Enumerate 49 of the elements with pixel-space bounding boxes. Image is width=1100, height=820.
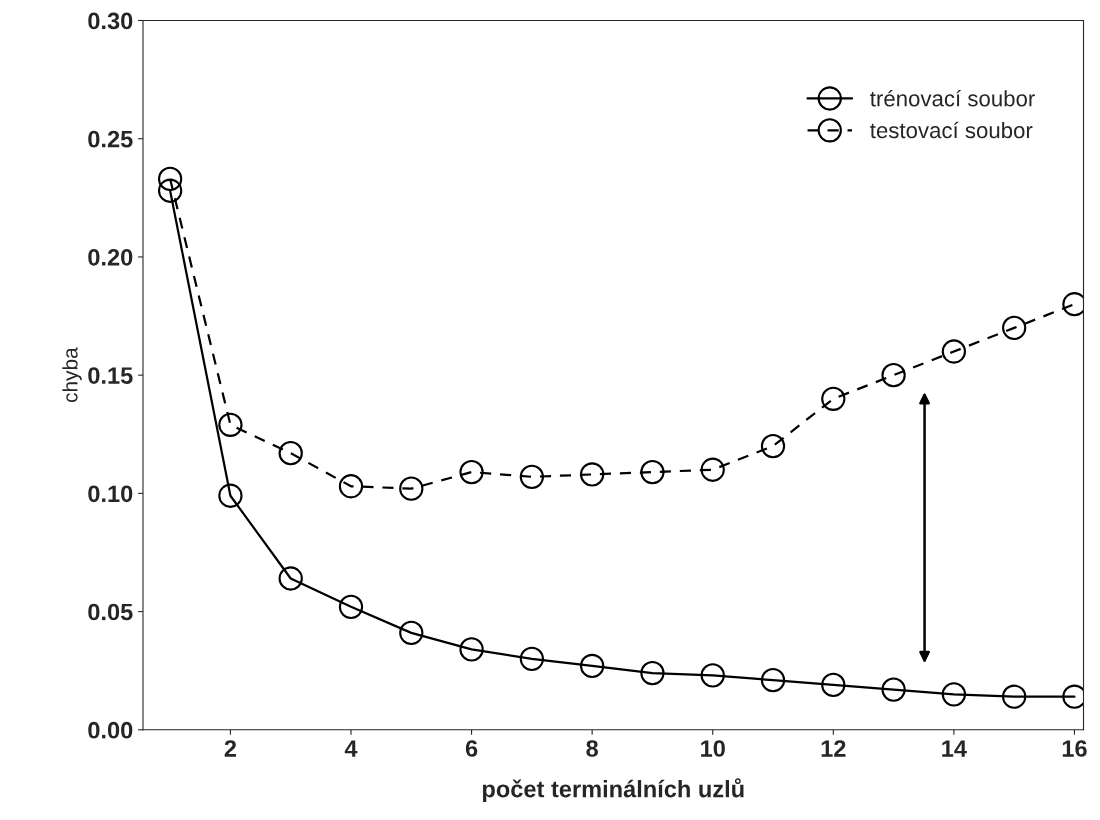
- point: [640, 660, 665, 686]
- y-tick-label: 0.10: [88, 485, 133, 503]
- point: [941, 682, 967, 707]
- y-tick-label: 0.20: [88, 249, 133, 266]
- point: [218, 483, 243, 508]
- x-axis-title: počet terminálních uzlů: [482, 778, 744, 803]
- point: [338, 594, 364, 620]
- x-tick-label: 4: [344, 740, 358, 757]
- y-tick-label: 0.05: [88, 603, 133, 621]
- point: [278, 441, 303, 466]
- point: [881, 363, 906, 388]
- point: [1002, 315, 1027, 341]
- point: [338, 474, 364, 499]
- point: [519, 646, 545, 672]
- point: [399, 620, 424, 646]
- x-tick-label: 14: [942, 740, 967, 757]
- point: [519, 464, 545, 489]
- point: [459, 637, 484, 662]
- point: [941, 339, 967, 364]
- x-tick-label: 16: [1062, 740, 1087, 757]
- y-tick-label: 0.15: [88, 367, 133, 384]
- point: [218, 412, 243, 437]
- point: [459, 459, 484, 485]
- y-tick-label: 0.30: [88, 12, 133, 30]
- point: [881, 677, 906, 702]
- point: [821, 386, 846, 411]
- y-tick-label: 0.25: [88, 130, 133, 148]
- point: [278, 566, 303, 591]
- point: [821, 672, 846, 698]
- point: [1002, 684, 1027, 709]
- x-tick-label: 8: [586, 740, 598, 757]
- point: [399, 476, 424, 501]
- x-tick-label: 2: [224, 740, 237, 757]
- x-tick-label: 10: [701, 740, 725, 757]
- point: [157, 178, 183, 203]
- x-tick-label: 6: [465, 740, 478, 757]
- point: [640, 459, 665, 485]
- x-tick-label: 12: [821, 740, 846, 757]
- point: [580, 462, 605, 487]
- point: [157, 166, 183, 192]
- legend-label: trénovací soubor: [870, 89, 1035, 107]
- point: [580, 653, 605, 679]
- y-tick-label: 0.00: [88, 721, 133, 739]
- legend-label: testovací soubor: [870, 121, 1033, 139]
- point: [700, 457, 725, 482]
- y-axis-title: chyba: [62, 347, 82, 403]
- point: [760, 433, 786, 459]
- point: [760, 668, 786, 693]
- point: [700, 663, 725, 688]
